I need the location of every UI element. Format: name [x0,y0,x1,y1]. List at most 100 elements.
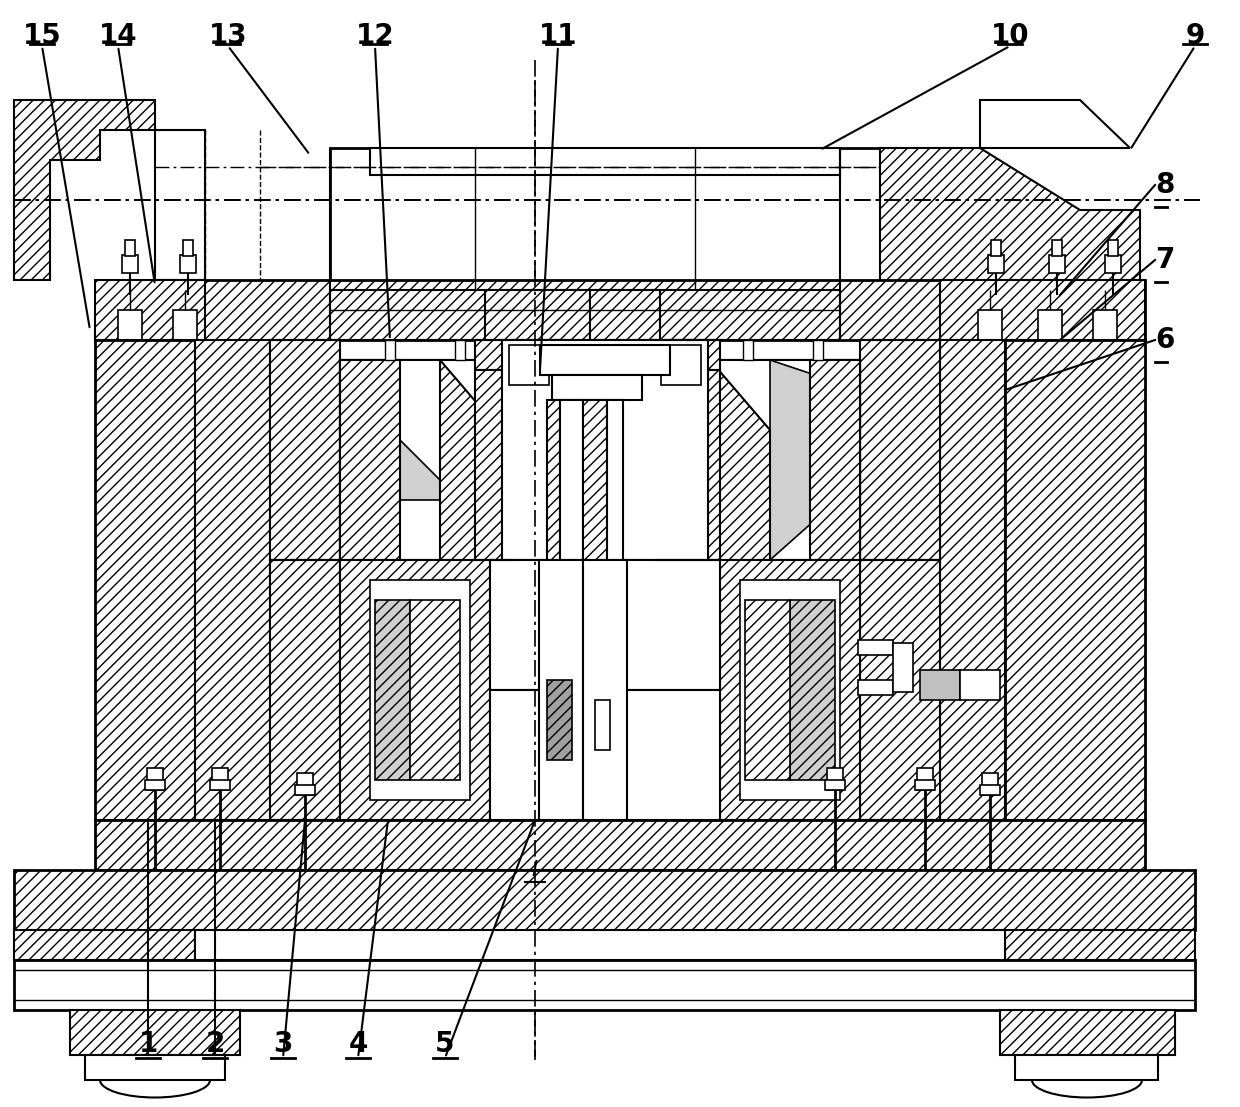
Polygon shape [95,280,1145,340]
Polygon shape [440,360,500,560]
Polygon shape [195,930,1004,960]
Polygon shape [980,100,1130,148]
Bar [1105,255,1121,273]
Polygon shape [485,290,590,590]
Polygon shape [14,870,1195,930]
Polygon shape [583,400,608,820]
Polygon shape [1016,1055,1158,1080]
Bar [295,785,315,795]
Bar [298,773,312,795]
Polygon shape [475,340,565,370]
Polygon shape [502,340,708,560]
Text: 1: 1 [139,1030,157,1058]
Polygon shape [14,100,155,280]
Polygon shape [350,390,440,500]
Polygon shape [861,560,940,820]
Text: 10: 10 [991,22,1029,50]
Bar [184,240,193,256]
Bar [825,780,844,790]
Bar [490,690,720,820]
Polygon shape [1004,930,1195,960]
Bar [980,785,999,795]
Polygon shape [410,600,460,780]
Bar [508,345,549,385]
Polygon shape [270,560,340,820]
Polygon shape [560,400,583,820]
Polygon shape [340,360,401,560]
Bar [455,340,465,360]
Bar [858,680,893,695]
Bar [661,345,701,385]
Bar [122,255,138,273]
Polygon shape [14,960,1195,1010]
Polygon shape [95,280,205,340]
Bar [180,255,196,273]
Text: 12: 12 [356,22,394,50]
Text: 13: 13 [208,22,247,50]
Polygon shape [711,360,861,560]
Polygon shape [69,1010,241,1055]
Bar [384,340,396,360]
Bar [212,768,228,790]
Polygon shape [645,340,720,370]
Polygon shape [490,890,720,930]
Polygon shape [999,1010,1176,1055]
Polygon shape [920,670,960,700]
Bar [595,700,610,751]
Polygon shape [708,370,720,560]
Polygon shape [14,930,195,960]
Polygon shape [539,560,583,820]
Polygon shape [340,560,490,820]
Polygon shape [711,360,861,560]
Bar [539,345,670,375]
Polygon shape [790,600,835,780]
Polygon shape [720,560,861,820]
Bar [991,240,1001,256]
Bar [552,375,642,400]
Polygon shape [95,820,1145,870]
Polygon shape [330,148,880,290]
Text: 8: 8 [1154,170,1174,199]
Polygon shape [95,340,195,820]
Text: 7: 7 [1154,246,1174,275]
Bar [813,340,823,360]
Text: 5: 5 [435,1030,455,1058]
Bar [988,255,1004,273]
Text: 15: 15 [22,22,61,50]
Polygon shape [625,870,644,930]
Polygon shape [515,340,560,570]
Polygon shape [195,340,270,820]
Polygon shape [270,340,340,560]
Polygon shape [861,340,940,560]
Polygon shape [1092,310,1117,340]
Polygon shape [960,670,999,700]
Polygon shape [527,870,546,930]
Text: 2: 2 [206,1030,224,1058]
Polygon shape [155,130,205,280]
Polygon shape [374,600,410,780]
Text: I: I [532,860,538,880]
Text: 11: 11 [538,22,578,50]
Polygon shape [810,360,861,560]
Polygon shape [547,400,560,820]
Bar [145,780,165,790]
Text: 6: 6 [1154,325,1174,354]
Text: 14: 14 [99,22,138,50]
Polygon shape [475,370,502,560]
Polygon shape [340,360,500,560]
Polygon shape [880,148,1140,290]
Bar [490,560,720,690]
Polygon shape [590,290,660,590]
Text: 4: 4 [348,1030,368,1058]
Bar [827,768,843,790]
Polygon shape [940,280,1145,340]
Bar [210,780,229,790]
Text: 3: 3 [273,1030,293,1058]
Polygon shape [1038,310,1061,340]
Polygon shape [600,340,655,570]
Polygon shape [86,1055,224,1080]
Bar [125,240,135,256]
Polygon shape [711,360,770,560]
Text: 9: 9 [1185,22,1204,50]
Polygon shape [1004,340,1145,820]
